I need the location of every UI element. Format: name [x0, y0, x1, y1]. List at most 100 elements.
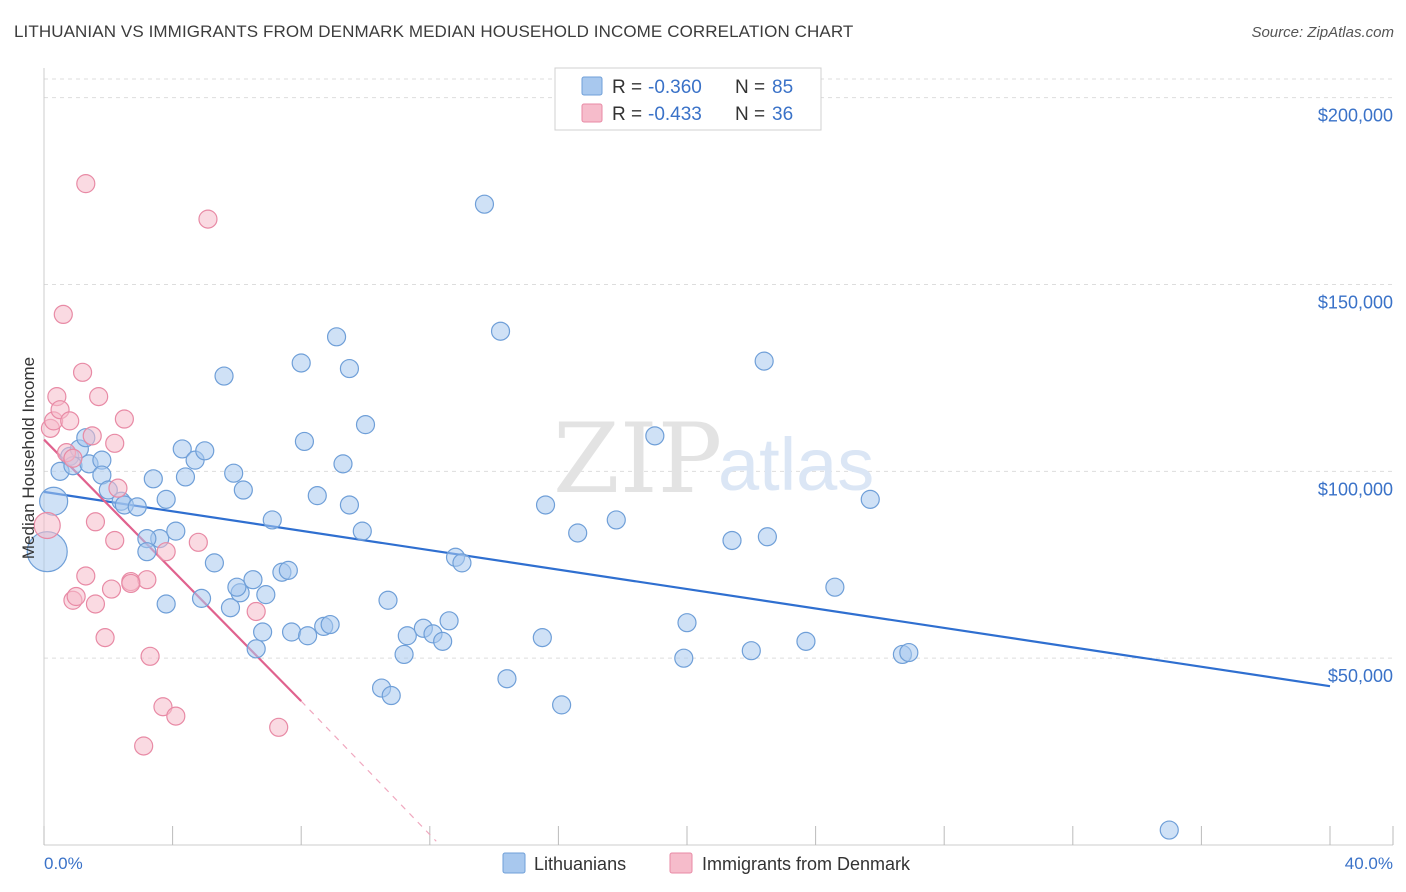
series-legend-lithuanians: Lithuanians	[534, 854, 626, 874]
series-legend-denmark: Immigrants from Denmark	[702, 854, 911, 874]
y-tick-label: $100,000	[1318, 479, 1393, 499]
point-lithuanians	[796, 631, 816, 651]
y-axis-label: Median Household Income	[19, 357, 38, 559]
point-denmark	[137, 570, 157, 590]
point-lithuanians	[722, 530, 742, 551]
point-lithuanians	[156, 489, 176, 509]
point-denmark	[105, 433, 125, 453]
x-tick-label-min: 0.0%	[44, 854, 83, 873]
point-lithuanians	[166, 521, 186, 541]
point-lithuanians	[452, 553, 472, 573]
point-denmark	[85, 512, 106, 532]
series-legend: Lithuanians Immigrants from Denmark	[502, 852, 911, 874]
point-denmark	[156, 542, 176, 562]
point-lithuanians	[127, 497, 147, 517]
point-lithuanians	[320, 614, 340, 635]
point-denmark	[95, 628, 115, 648]
point-lithuanians	[326, 327, 347, 347]
point-denmark	[60, 411, 80, 431]
point-lithuanians	[568, 523, 588, 543]
point-denmark	[72, 362, 93, 382]
trend-line-lithuanians	[43, 490, 1331, 688]
point-denmark	[82, 426, 102, 446]
point-lithuanians	[243, 570, 263, 590]
source-label: Source: ZipAtlas.com	[1251, 24, 1394, 41]
point-lithuanians	[333, 454, 353, 474]
point-lithuanians	[381, 685, 401, 706]
axes	[43, 68, 1394, 846]
point-lithuanians	[433, 631, 453, 651]
point-lithuanians	[378, 590, 398, 610]
point-denmark	[105, 530, 125, 551]
point-denmark	[198, 209, 218, 229]
x-tick-label-max: 40.0%	[1345, 854, 1393, 873]
y-tick-label: $200,000	[1318, 106, 1393, 126]
point-lithuanians	[175, 467, 196, 487]
point-lithuanians	[394, 644, 414, 665]
point-denmark	[114, 409, 134, 429]
point-denmark	[76, 566, 96, 586]
watermark-atlas: atlas	[718, 423, 874, 506]
point-denmark	[66, 586, 86, 607]
point-lithuanians	[490, 321, 511, 341]
point-lithuanians	[291, 353, 311, 373]
point-lithuanians	[39, 486, 69, 516]
point-lithuanians	[860, 489, 880, 509]
grid-lines	[44, 78, 1393, 659]
watermark-zip: ZIP	[553, 403, 722, 515]
chart-title: LITHUANIAN VS IMMIGRANTS FROM DENMARK ME…	[14, 22, 854, 41]
point-denmark	[246, 601, 266, 622]
point-lithuanians	[253, 622, 273, 642]
point-lithuanians	[757, 527, 777, 547]
point-lithuanians	[899, 642, 919, 663]
point-denmark	[108, 478, 128, 498]
point-denmark	[188, 532, 208, 552]
point-lithuanians	[397, 626, 417, 646]
point-lithuanians	[606, 510, 626, 530]
data-points	[26, 174, 1179, 840]
point-lithuanians	[497, 669, 517, 689]
point-lithuanians	[532, 628, 552, 648]
point-lithuanians	[535, 495, 556, 515]
point-lithuanians	[204, 553, 224, 573]
y-tick-label: $50,000	[1328, 666, 1393, 686]
point-lithuanians	[552, 695, 572, 715]
point-lithuanians	[339, 358, 360, 379]
point-denmark	[134, 736, 154, 756]
watermark: ZIP atlas	[553, 403, 874, 515]
point-lithuanians	[278, 560, 298, 580]
legend-r-value-1: -0.360	[648, 77, 702, 98]
point-lithuanians	[233, 480, 253, 500]
point-lithuanians	[825, 577, 845, 597]
point-lithuanians	[224, 463, 244, 483]
point-denmark	[153, 697, 173, 717]
point-lithuanians	[156, 594, 176, 614]
point-denmark	[101, 579, 122, 599]
legend-r-label-2: R =	[612, 104, 642, 125]
legend-n-label-2: N =	[735, 104, 765, 125]
legend-n-label-1: N =	[735, 77, 765, 98]
point-denmark	[63, 448, 83, 468]
point-lithuanians	[294, 431, 315, 452]
point-denmark	[85, 594, 106, 614]
y-tick-label: $150,000	[1318, 293, 1393, 313]
point-lithuanians	[214, 366, 234, 386]
series-legend-swatch-denmark	[669, 852, 693, 874]
point-lithuanians	[339, 495, 360, 515]
point-lithuanians	[439, 611, 459, 631]
legend-swatch-denmark	[581, 103, 603, 123]
point-denmark	[269, 717, 289, 737]
point-lithuanians	[143, 469, 163, 489]
point-lithuanians	[195, 441, 215, 461]
point-lithuanians	[1159, 820, 1179, 840]
series-legend-swatch-lithuanians	[502, 852, 526, 874]
point-lithuanians	[677, 613, 697, 633]
point-lithuanians	[474, 194, 495, 214]
point-lithuanians	[191, 588, 212, 608]
legend-swatch-lithuanians	[581, 76, 603, 96]
point-lithuanians	[262, 510, 282, 530]
correlation-legend: R = -0.360 N = 85 R = -0.433 N = 36	[554, 67, 822, 131]
point-lithuanians	[645, 426, 665, 446]
point-lithuanians	[674, 648, 694, 668]
